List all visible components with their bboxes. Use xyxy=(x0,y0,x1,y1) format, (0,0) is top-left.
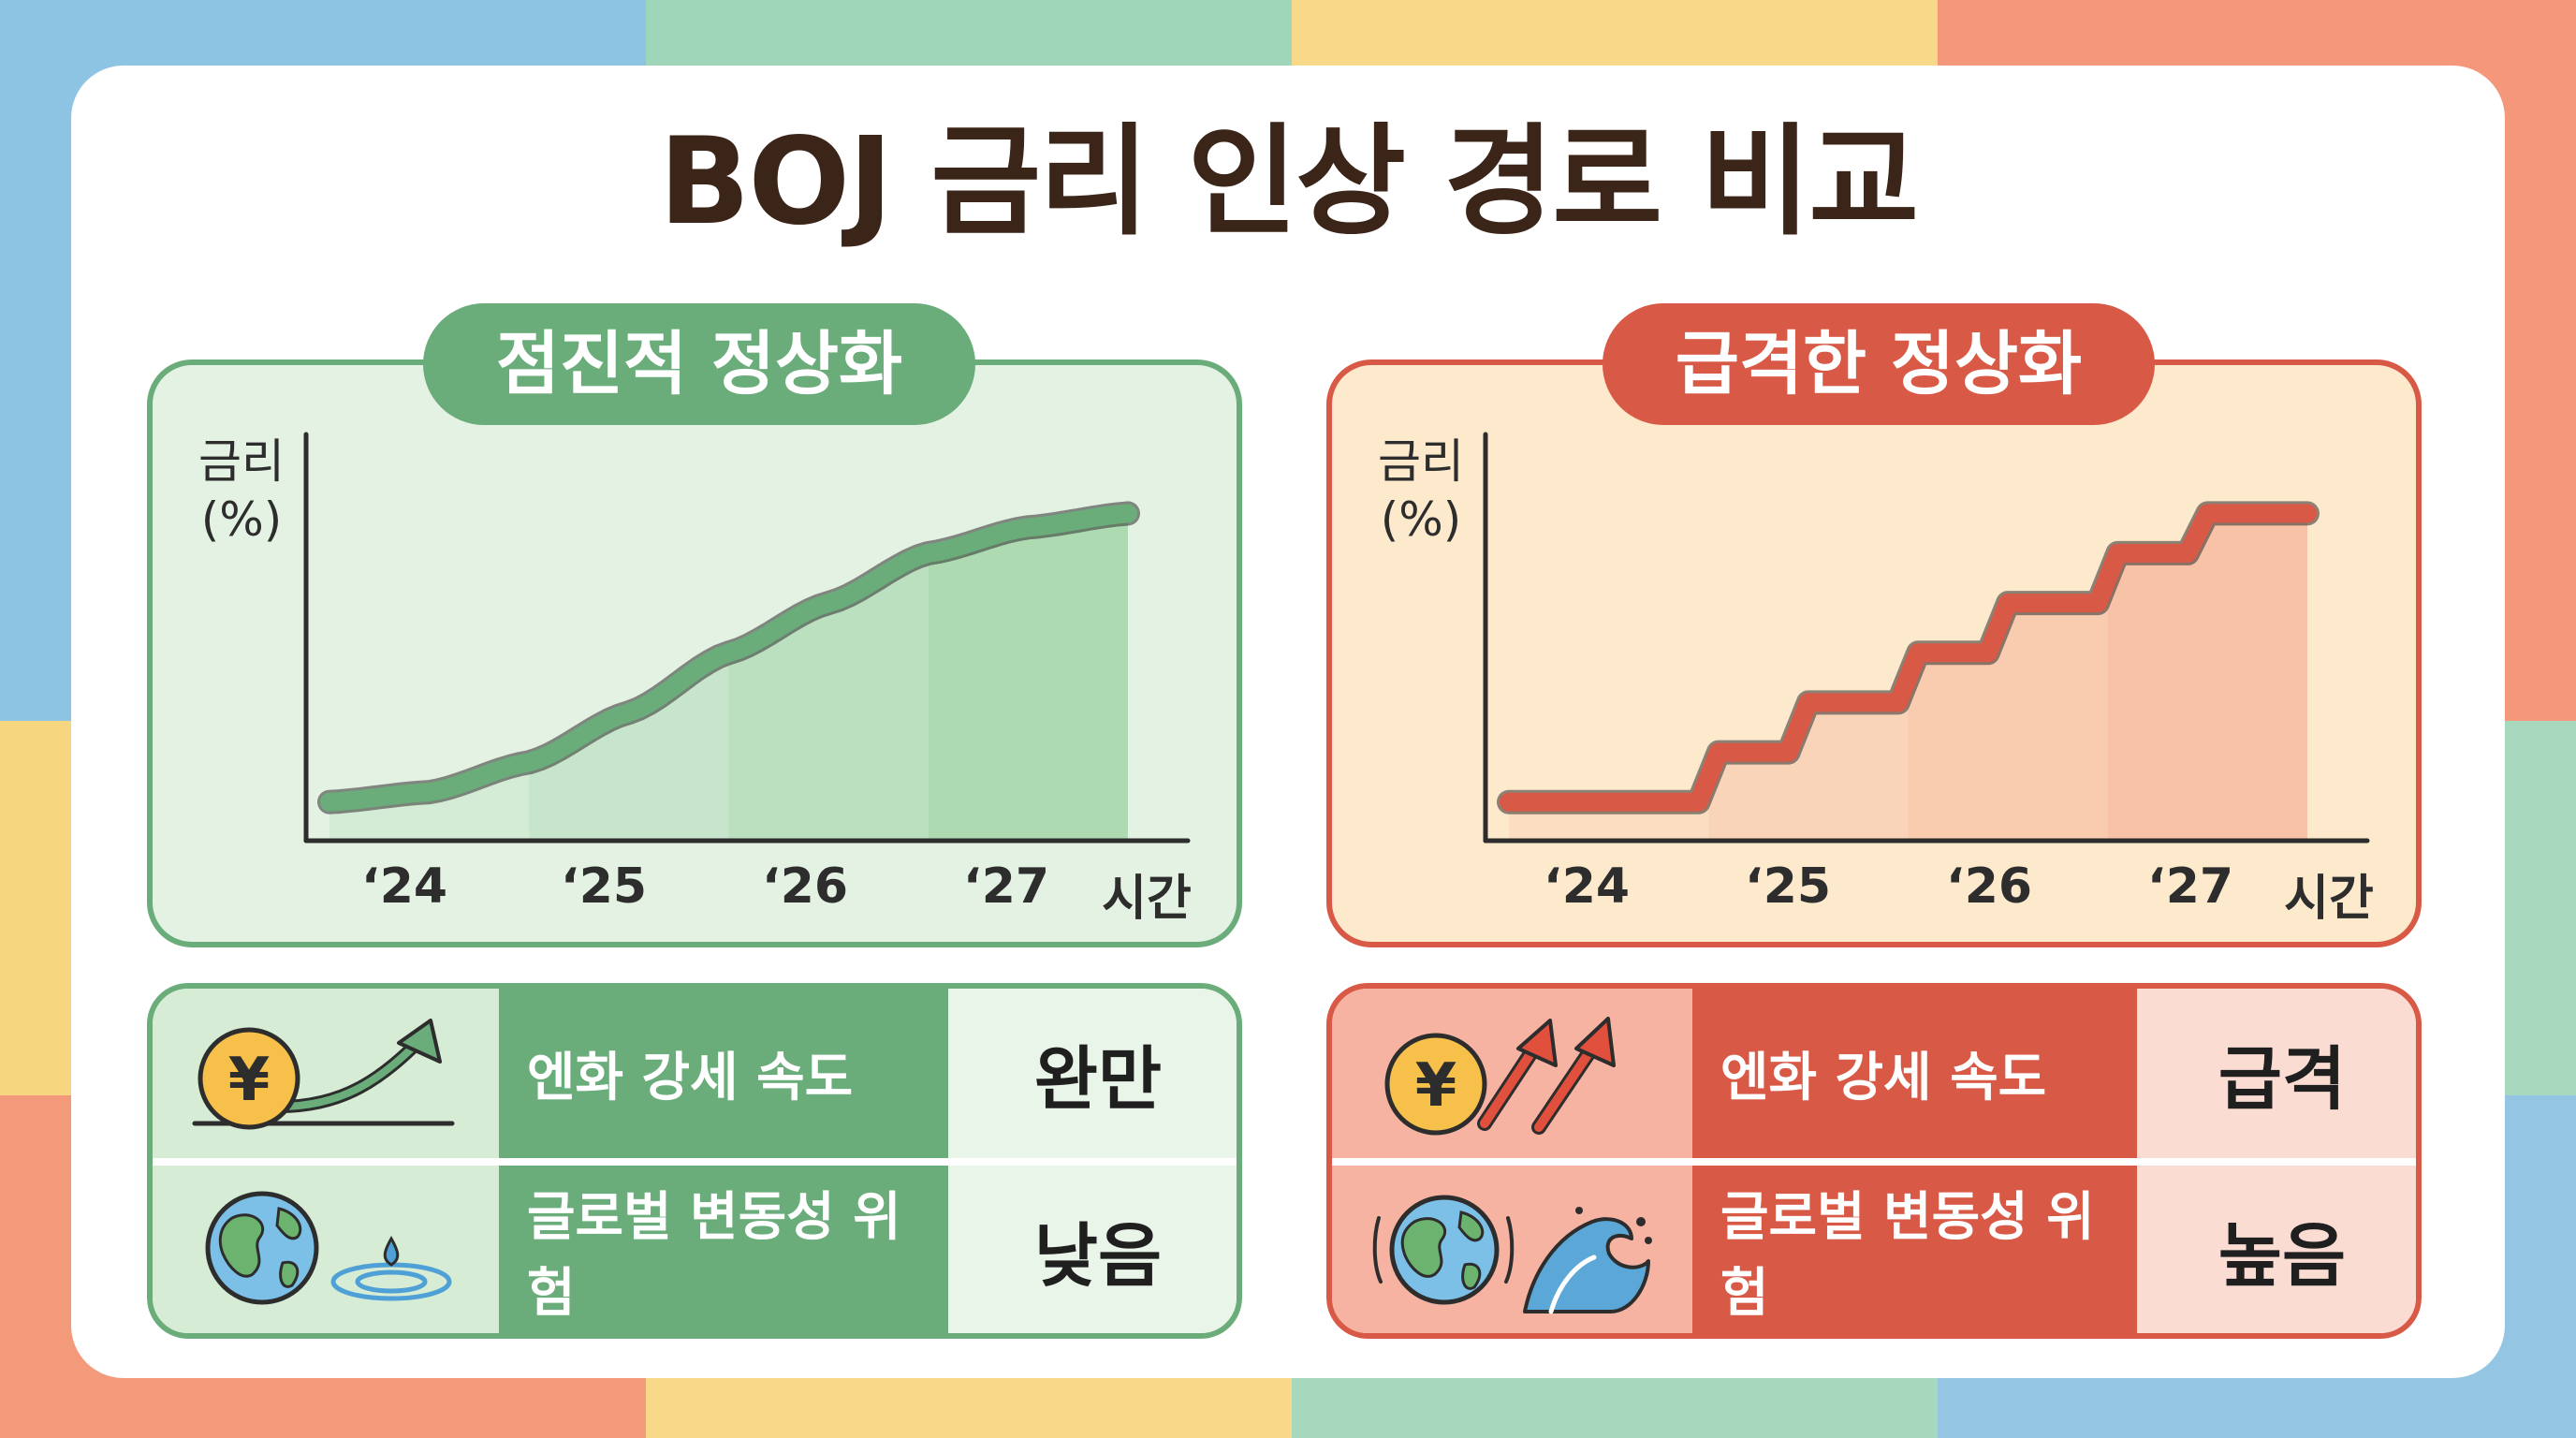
gradual-title-pill: 점진적 정상화 xyxy=(423,303,975,425)
rapid-yen-label: 엔화 강세 속도 xyxy=(1692,989,2137,1158)
gradual-ylabel-line2: (%) xyxy=(200,492,283,547)
gradual-rate-chart xyxy=(303,432,1191,844)
svg-text:¥: ¥ xyxy=(228,1046,271,1115)
globe-ripple-icon xyxy=(205,1191,452,1304)
rapid-series-line xyxy=(1500,504,2317,812)
yen-coin-gentle-arrow-icon: ¥ xyxy=(192,1018,455,1129)
gradual-yen-label: 엔화 강세 속도 xyxy=(499,989,948,1158)
gradual-tick-27: ‘27 xyxy=(962,858,1050,915)
gradual-row-global: 글로벌 변동성 위험 낮음 xyxy=(153,1166,1237,1333)
rapid-rate-chart xyxy=(1483,432,2370,844)
gradual-tick-25: ‘25 xyxy=(560,858,648,915)
gradual-impact-table: ¥ 엔화 강세 속도 완만 글로벌 변동성 위험 낮음 xyxy=(147,983,1242,1339)
gradual-tick-24: ‘24 xyxy=(360,858,448,915)
rapid-global-value: 높음 xyxy=(2137,1166,2416,1333)
rapid-row-global: 글로벌 변동성 위험 높음 xyxy=(1332,1166,2416,1333)
rapid-row-divider xyxy=(1332,1158,2416,1166)
gradual-yen-icon-cell: ¥ xyxy=(153,989,499,1158)
gradual-global-value: 낮음 xyxy=(948,1166,1237,1333)
rapid-tick-26: ‘26 xyxy=(1945,858,2033,915)
rapid-ylabel: 금리 (%) xyxy=(1365,433,1477,549)
gradual-yen-value: 완만 xyxy=(948,989,1237,1158)
gradual-row-yen: ¥ 엔화 강세 속도 완만 xyxy=(153,989,1237,1158)
gradual-xlabel: 시간 xyxy=(1102,871,1192,927)
gradual-row-divider xyxy=(153,1158,1237,1166)
gradual-area-band-4 xyxy=(928,513,1128,841)
rapid-tick-24: ‘24 xyxy=(1543,858,1631,915)
rapid-ylabel-line2: (%) xyxy=(1380,492,1462,547)
gradual-series-line xyxy=(320,504,1137,812)
rapid-area-band-3 xyxy=(1908,578,2108,841)
gradual-global-icon-cell xyxy=(153,1166,499,1333)
rapid-yen-value: 급격 xyxy=(2137,989,2416,1158)
gradual-tick-26: ‘26 xyxy=(761,858,849,915)
globe-wave-icon xyxy=(1372,1195,1652,1313)
gradual-global-label: 글로벌 변동성 위험 xyxy=(499,1166,948,1333)
rapid-global-icon-cell xyxy=(1332,1166,1692,1333)
rapid-tick-25: ‘25 xyxy=(1744,858,1832,915)
rapid-xlabel: 시간 xyxy=(2284,871,2374,927)
page-title: BOJ 금리 인상 경로 비교 xyxy=(658,112,1919,252)
gradual-ylabel: 금리 (%) xyxy=(185,433,298,549)
rapid-area-band-2 xyxy=(1708,677,1909,841)
yen-coin-double-arrow-icon: ¥ xyxy=(1384,1016,1616,1135)
rapid-row-yen: ¥ 엔화 강세 속도 급격 xyxy=(1332,989,2416,1158)
rapid-tick-27: ‘27 xyxy=(2146,858,2234,915)
rapid-impact-table: ¥ 엔화 강세 속도 급격 글로벌 변동성 위험 높음 xyxy=(1326,983,2422,1339)
gradual-ylabel-line1: 금리 xyxy=(198,434,285,489)
rapid-yen-icon-cell: ¥ xyxy=(1332,989,1692,1158)
gradual-area-band-3 xyxy=(728,552,929,841)
rapid-title-pill: 급격한 정상화 xyxy=(1603,303,2155,425)
gradual-area-band-2 xyxy=(529,653,729,841)
rapid-global-label: 글로벌 변동성 위험 xyxy=(1692,1166,2137,1333)
svg-text:¥: ¥ xyxy=(1414,1051,1456,1121)
rapid-ylabel-line1: 금리 xyxy=(1378,434,1464,489)
rapid-area-band-4 xyxy=(2107,513,2307,841)
